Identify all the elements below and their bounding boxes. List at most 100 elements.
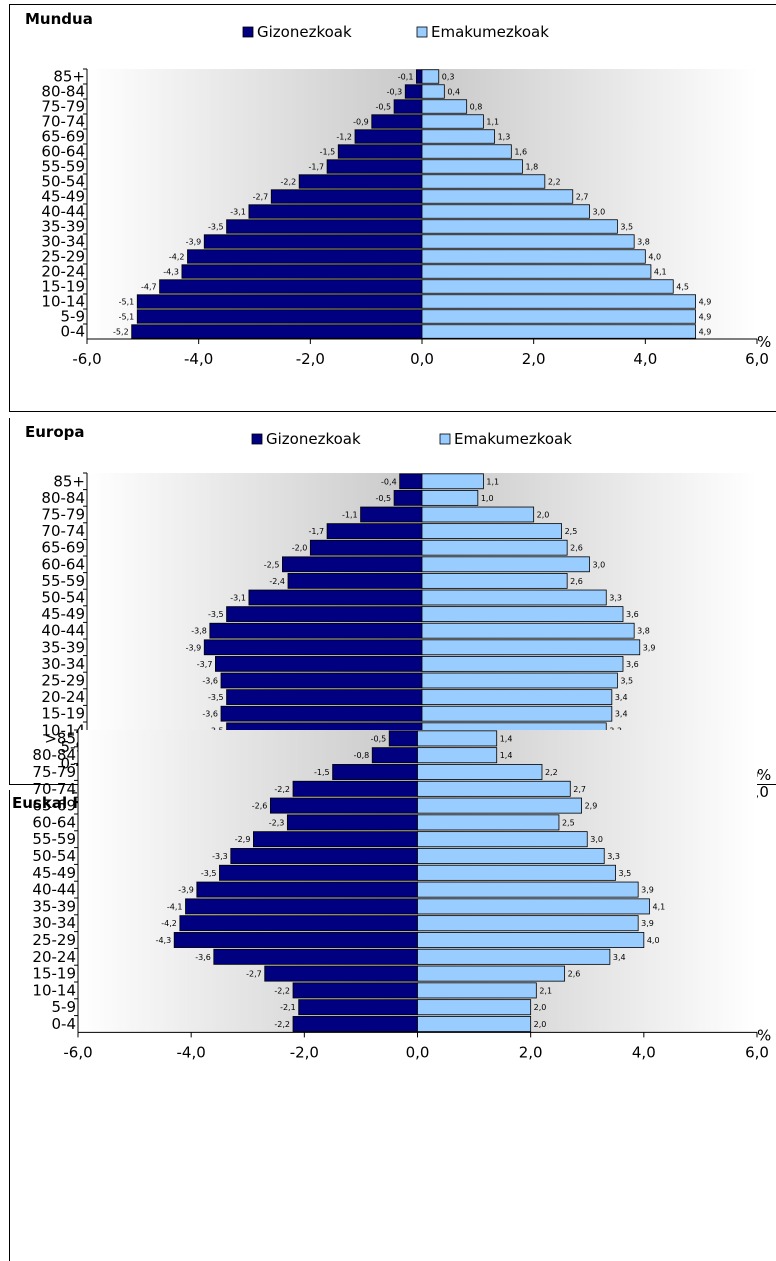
category-label: 45-49 (32, 864, 76, 882)
data-label-female: 1,4 (500, 751, 513, 760)
bar-male (196, 881, 418, 898)
data-label-male: -5,1 (119, 298, 135, 307)
x-tick-label: 6,0 (745, 350, 769, 368)
data-label-female: 3,0 (590, 835, 603, 844)
bar-female (421, 672, 618, 689)
plot-area (87, 69, 757, 339)
category-label: 20-24 (41, 263, 85, 281)
legend-swatch-male (251, 433, 263, 445)
bar-male (219, 864, 418, 881)
x-tick-label: 4,0 (633, 350, 657, 368)
data-label-male: -2,9 (235, 835, 251, 844)
category-label: 10-14 (41, 293, 85, 311)
legend-swatch-female (439, 433, 451, 445)
bar-female (417, 915, 639, 932)
bar-female (417, 965, 566, 982)
data-label-male: -3,5 (208, 693, 224, 702)
x-tick-label: 4,0 (632, 1043, 656, 1061)
category-label: 55-59 (41, 572, 85, 590)
bar-female (417, 898, 650, 915)
data-label-male: -3,5 (208, 610, 224, 619)
category-label: 80-84 (41, 489, 85, 507)
bar-male (209, 622, 423, 639)
category-label: 15-19 (41, 278, 85, 296)
bar-female (421, 264, 652, 279)
data-label-female: 1,4 (500, 734, 513, 743)
category-label: 35-39 (32, 897, 76, 915)
data-label-female: 1,8 (526, 163, 539, 172)
category-label: 25-29 (32, 931, 76, 949)
bar-male (136, 294, 423, 309)
category-label: 35-39 (41, 638, 85, 656)
bar-male (332, 764, 418, 780)
bar-female (421, 490, 479, 506)
bar-male (220, 672, 423, 689)
data-label-male: -0,8 (354, 751, 370, 760)
category-label: 0-4 (61, 323, 86, 341)
data-label-female: 4,0 (648, 253, 661, 262)
data-label-female: 2,9 (585, 802, 598, 811)
data-label-female: 3,8 (637, 238, 650, 247)
category-label: 25-29 (41, 248, 85, 266)
bar-male (220, 705, 423, 722)
category-label: 40-44 (41, 622, 85, 640)
bar-male (248, 204, 423, 219)
bar-male (399, 473, 423, 490)
data-label-female: 3,9 (641, 886, 654, 895)
bar-female (421, 523, 562, 539)
data-label-female: 3,5 (620, 223, 633, 232)
data-label-female: 2,1 (539, 986, 552, 995)
mundua-panel (9, 4, 776, 412)
bar-male (226, 689, 423, 705)
bar-male (309, 539, 423, 556)
x-tick-label: -2,0 (296, 350, 325, 368)
legend-swatch-female (416, 26, 428, 38)
category-label: 50-54 (41, 589, 85, 607)
bar-male (326, 159, 423, 174)
category-label: 30-34 (41, 233, 85, 251)
data-label-male: -4,2 (161, 919, 177, 928)
x-unit-label: % (757, 766, 771, 784)
data-label-female: 2,5 (565, 527, 578, 536)
x-tick-label: 6,0 (745, 1043, 769, 1061)
data-label-male: -4,2 (169, 253, 185, 262)
data-label-female: 2,5 (562, 818, 575, 827)
bar-male (360, 506, 423, 523)
data-label-female: 1,1 (486, 118, 499, 127)
bar-female (421, 705, 613, 722)
bar-male (326, 523, 423, 539)
bar-male (185, 898, 418, 915)
bar-female (421, 573, 568, 589)
data-label-male: -2,4 (269, 577, 285, 586)
x-tick-label: -2,0 (290, 1043, 319, 1061)
bar-male (371, 114, 423, 129)
data-label-female: 4,5 (676, 283, 689, 292)
data-label-female: 3,3 (607, 852, 620, 861)
plot-area (78, 730, 757, 1033)
category-label: 20-24 (41, 688, 85, 706)
euskal-herria-panel (9, 790, 776, 1261)
category-label: 50-54 (41, 173, 85, 191)
bar-female (417, 814, 560, 831)
category-label: 10-14 (41, 721, 85, 739)
data-label-male: -2,2 (274, 986, 290, 995)
bar-female (421, 159, 523, 174)
bar-male (371, 747, 418, 764)
data-label-female: 2,6 (570, 544, 583, 553)
chart-title: Europa (25, 423, 85, 441)
bar-female (421, 639, 641, 656)
bar-female (421, 99, 468, 114)
data-label-male: -0,5 (375, 494, 391, 503)
category-label: 80-84 (41, 83, 85, 101)
bar-female (421, 84, 445, 99)
data-label-male: -3,5 (208, 223, 224, 232)
data-label-male: -3,6 (202, 710, 218, 719)
data-label-female: 4,0 (647, 936, 660, 945)
data-label-male: -5,2 (113, 328, 129, 337)
data-label-female: 3,6 (626, 610, 639, 619)
bar-female (417, 881, 639, 898)
legend-label-male: Gizonezkoak (266, 430, 361, 448)
bar-female (421, 473, 484, 490)
data-label-female: 3,3 (609, 594, 622, 603)
bar-male (287, 573, 423, 589)
